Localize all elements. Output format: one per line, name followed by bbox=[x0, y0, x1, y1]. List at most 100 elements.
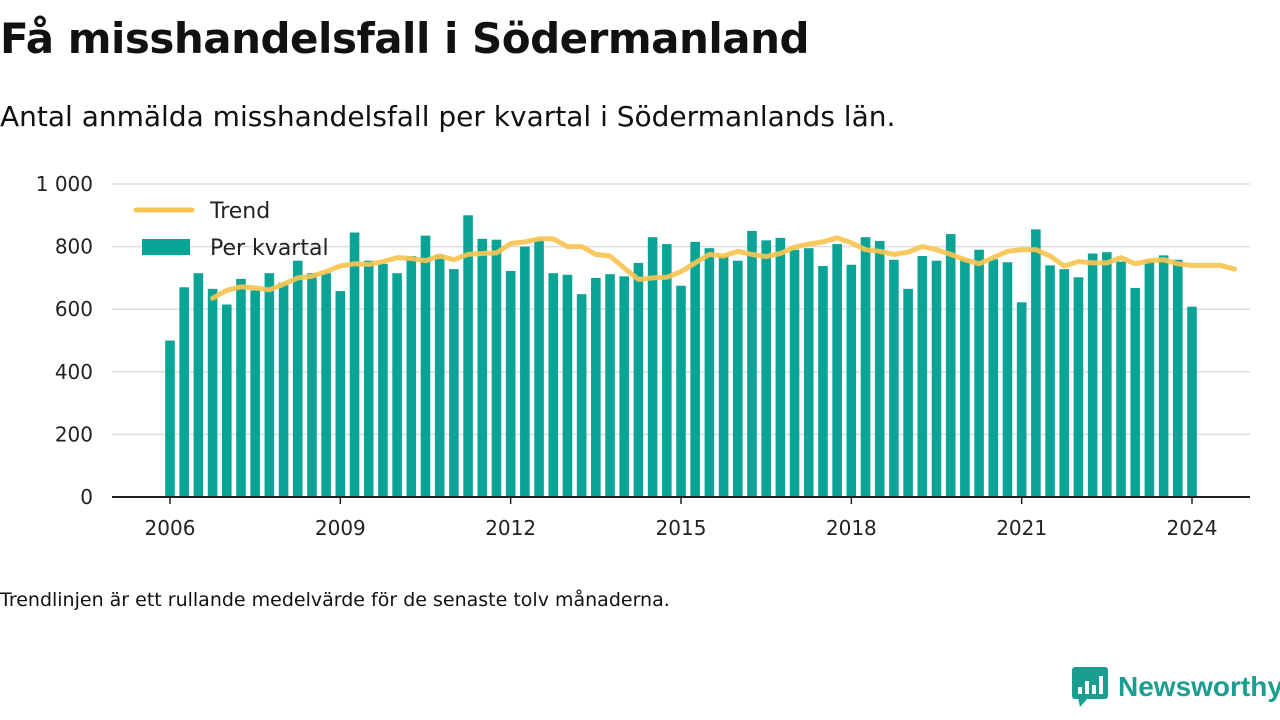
x-tick-label: 2006 bbox=[145, 516, 196, 540]
chart-speech-bubble-icon bbox=[1072, 667, 1108, 707]
bar bbox=[363, 260, 374, 497]
bar bbox=[988, 259, 999, 497]
bar bbox=[775, 237, 786, 497]
bar bbox=[803, 248, 814, 497]
bar bbox=[945, 234, 956, 497]
trend-line bbox=[210, 235, 1238, 301]
x-tick-label: 2015 bbox=[656, 516, 707, 540]
bar bbox=[1016, 302, 1027, 497]
bar bbox=[477, 238, 488, 497]
legend-bar-swatch bbox=[142, 239, 190, 255]
bar bbox=[505, 271, 516, 497]
bar bbox=[917, 255, 928, 497]
legend-trend-label: Trend bbox=[209, 199, 270, 224]
newsworthy-logo: Newsworthy bbox=[1072, 666, 1280, 708]
bar bbox=[193, 273, 204, 497]
bar bbox=[221, 304, 232, 497]
bar bbox=[960, 259, 970, 497]
bar bbox=[974, 249, 984, 497]
bar bbox=[1073, 277, 1084, 497]
bar bbox=[832, 244, 842, 497]
bar bbox=[761, 240, 771, 497]
bar bbox=[335, 291, 346, 497]
bar bbox=[676, 285, 686, 497]
bar bbox=[789, 249, 800, 497]
y-tick-label: 1 000 bbox=[36, 172, 93, 196]
x-axis-ticks: 2006 2009 2012 2015 2018 2021 2024 bbox=[145, 497, 1218, 540]
brand-name: Newsworthy bbox=[1118, 671, 1280, 702]
bar bbox=[818, 266, 828, 497]
bar bbox=[747, 230, 757, 497]
bar bbox=[633, 262, 644, 497]
x-tick-label: 2021 bbox=[996, 516, 1047, 540]
bar bbox=[491, 239, 502, 497]
bar bbox=[1130, 287, 1141, 497]
bar bbox=[278, 282, 289, 497]
bar bbox=[449, 269, 459, 497]
chart-subtitle: Antal anmälda misshandelsfall per kvarta… bbox=[0, 100, 896, 133]
bar bbox=[378, 263, 388, 497]
bar bbox=[250, 290, 260, 497]
bar bbox=[690, 241, 700, 497]
bar bbox=[591, 277, 601, 497]
bar bbox=[662, 244, 672, 497]
y-tick-label: 0 bbox=[80, 485, 93, 509]
bar bbox=[1002, 262, 1013, 497]
bar bbox=[307, 273, 317, 497]
bar bbox=[179, 287, 189, 497]
y-axis-ticks: 0 200 400 600 800 1 000 bbox=[36, 172, 93, 509]
bar bbox=[1102, 252, 1112, 497]
bar bbox=[1187, 306, 1197, 497]
bar bbox=[903, 288, 913, 497]
bar bbox=[165, 340, 175, 497]
chart-title: Få misshandelsfall i Södermanland bbox=[0, 14, 810, 63]
bar bbox=[1045, 265, 1055, 497]
bar bbox=[1031, 229, 1041, 497]
bar bbox=[647, 237, 658, 497]
bar bbox=[1116, 261, 1126, 497]
footnote: Trendlinjen är ett rullande medelvärde f… bbox=[0, 589, 670, 611]
bar bbox=[860, 237, 871, 497]
y-tick-label: 400 bbox=[55, 360, 93, 384]
bar bbox=[1158, 255, 1169, 497]
bar bbox=[562, 274, 573, 497]
bar bbox=[520, 246, 530, 497]
bar bbox=[1144, 260, 1155, 497]
bar bbox=[264, 273, 275, 497]
y-tick-label: 800 bbox=[55, 235, 93, 259]
bar bbox=[718, 255, 729, 497]
bar bbox=[874, 240, 885, 497]
bar bbox=[534, 238, 544, 497]
bar-series bbox=[165, 215, 1197, 498]
bar bbox=[1173, 259, 1183, 497]
bar bbox=[619, 276, 630, 497]
bar bbox=[292, 260, 303, 497]
legend-bar-label: Per kvartal bbox=[210, 236, 329, 261]
y-tick-label: 200 bbox=[55, 422, 93, 446]
bar bbox=[1059, 269, 1070, 497]
bar bbox=[463, 215, 473, 498]
x-tick-label: 2009 bbox=[315, 516, 366, 540]
bar bbox=[704, 248, 715, 497]
bar bbox=[434, 254, 445, 497]
y-tick-label: 600 bbox=[55, 297, 93, 321]
bar bbox=[931, 260, 942, 497]
bar bbox=[207, 288, 218, 497]
bar bbox=[732, 260, 743, 497]
bar bbox=[392, 273, 402, 497]
x-tick-label: 2018 bbox=[826, 516, 877, 540]
bar bbox=[576, 294, 587, 497]
bar bbox=[236, 278, 246, 497]
bar bbox=[889, 259, 899, 497]
bar bbox=[605, 274, 615, 497]
bar bbox=[349, 232, 360, 497]
bar bbox=[406, 255, 417, 497]
bar bbox=[548, 273, 559, 497]
bar bbox=[321, 273, 331, 497]
bar bbox=[1087, 253, 1098, 497]
legend: Trend Per kvartal bbox=[133, 199, 329, 261]
x-tick-label: 2012 bbox=[485, 516, 536, 540]
x-tick-label: 2024 bbox=[1167, 516, 1218, 540]
bar bbox=[420, 235, 431, 497]
